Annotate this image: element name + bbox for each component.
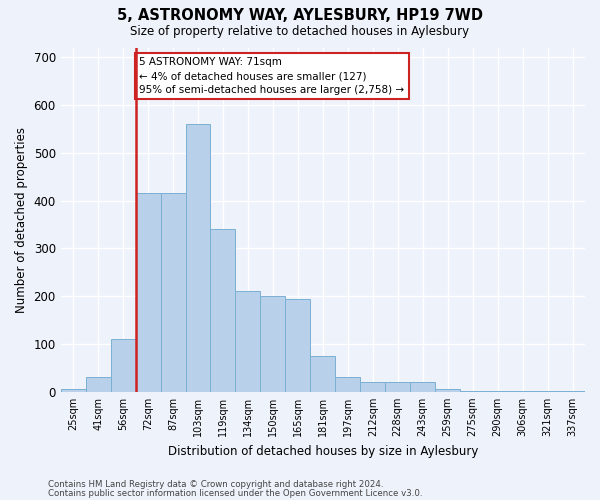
Bar [211, 229, 235, 392]
Bar [260, 296, 286, 392]
Text: Contains HM Land Registry data © Crown copyright and database right 2024.: Contains HM Land Registry data © Crown c… [48, 480, 383, 489]
Bar [535, 391, 560, 392]
Bar [335, 378, 360, 392]
Bar [86, 378, 110, 392]
Text: Contains public sector information licensed under the Open Government Licence v3: Contains public sector information licen… [48, 488, 422, 498]
Text: 5 ASTRONOMY WAY: 71sqm
← 4% of detached houses are smaller (127)
95% of semi-det: 5 ASTRONOMY WAY: 71sqm ← 4% of detached … [139, 57, 404, 95]
Bar [61, 390, 86, 392]
Bar [235, 292, 260, 392]
Bar [110, 339, 136, 392]
Bar [161, 194, 185, 392]
Y-axis label: Number of detached properties: Number of detached properties [15, 126, 28, 312]
Bar [185, 124, 211, 392]
Bar [485, 391, 510, 392]
Text: 5, ASTRONOMY WAY, AYLESBURY, HP19 7WD: 5, ASTRONOMY WAY, AYLESBURY, HP19 7WD [117, 8, 483, 22]
Bar [510, 391, 535, 392]
Bar [560, 391, 585, 392]
Bar [360, 382, 385, 392]
Bar [310, 356, 335, 392]
X-axis label: Distribution of detached houses by size in Aylesbury: Distribution of detached houses by size … [167, 444, 478, 458]
Bar [410, 382, 435, 392]
Bar [385, 382, 410, 392]
Bar [286, 298, 310, 392]
Bar [136, 194, 161, 392]
Text: Size of property relative to detached houses in Aylesbury: Size of property relative to detached ho… [130, 25, 470, 38]
Bar [435, 390, 460, 392]
Bar [460, 391, 485, 392]
